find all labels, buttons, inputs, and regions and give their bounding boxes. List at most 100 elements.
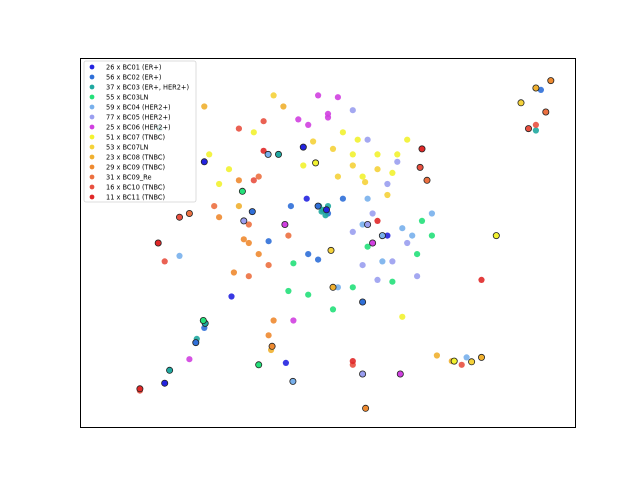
data-point-outlined bbox=[327, 246, 335, 254]
data-point-outlined bbox=[255, 361, 263, 369]
data-point bbox=[384, 191, 391, 199]
data-point bbox=[339, 195, 346, 202]
data-point bbox=[176, 252, 183, 259]
data-point bbox=[334, 284, 341, 291]
data-point-outlined bbox=[517, 99, 525, 107]
data-point bbox=[409, 232, 416, 239]
data-point-outlined bbox=[289, 377, 297, 385]
data-point bbox=[305, 121, 312, 128]
data-point-outlined bbox=[281, 220, 289, 228]
data-point bbox=[329, 145, 337, 152]
legend-label: 11 x BC11 (TNBC) bbox=[106, 193, 165, 201]
data-point bbox=[235, 177, 242, 184]
data-point bbox=[389, 258, 396, 265]
data-point-outlined bbox=[192, 339, 200, 347]
data-point-outlined bbox=[364, 220, 372, 228]
legend-marker bbox=[89, 174, 95, 180]
data-point bbox=[295, 116, 302, 123]
legend-label: 31 x BC09_Re bbox=[106, 173, 152, 181]
data-point bbox=[478, 276, 485, 283]
legend-box bbox=[83, 60, 197, 203]
legend-marker bbox=[89, 184, 95, 190]
data-point bbox=[433, 352, 440, 359]
data-point bbox=[349, 107, 356, 114]
data-point-outlined bbox=[161, 379, 169, 387]
data-point bbox=[414, 251, 421, 258]
legend-label: 77 x BC05 (HER2+) bbox=[106, 113, 171, 121]
data-point-outlined bbox=[396, 370, 404, 378]
data-point bbox=[255, 173, 262, 180]
data-point-outlined bbox=[314, 202, 322, 210]
data-point-outlined bbox=[264, 150, 272, 158]
data-point-outlined bbox=[199, 316, 207, 324]
data-point bbox=[404, 239, 411, 247]
data-point-outlined bbox=[359, 370, 367, 378]
data-point bbox=[428, 210, 435, 217]
data-point bbox=[310, 138, 317, 145]
data-point-outlined bbox=[274, 150, 282, 158]
data-point bbox=[211, 203, 218, 210]
data-point-outlined bbox=[175, 213, 183, 221]
legend-label: 59 x BC04 (HER2+) bbox=[106, 103, 171, 111]
data-point bbox=[245, 239, 252, 247]
data-point-outlined bbox=[423, 176, 431, 184]
data-point bbox=[235, 203, 242, 210]
data-point bbox=[235, 125, 242, 132]
data-point bbox=[384, 232, 391, 239]
data-point-outlined bbox=[268, 342, 276, 350]
data-point bbox=[364, 243, 371, 250]
data-point bbox=[374, 217, 381, 224]
data-point-outlined bbox=[154, 239, 162, 247]
data-point bbox=[349, 284, 356, 291]
data-point-outlined bbox=[492, 232, 500, 240]
data-point bbox=[364, 136, 371, 143]
legend-marker bbox=[89, 64, 95, 70]
data-point bbox=[290, 317, 297, 324]
data-point bbox=[305, 291, 312, 298]
legend-label: 29 x BC09 (TNBC) bbox=[106, 163, 165, 171]
legend-label: 26 x BC01 (ER+) bbox=[106, 63, 161, 71]
legend-marker bbox=[89, 104, 95, 110]
legend-marker bbox=[89, 74, 95, 80]
data-point bbox=[349, 151, 356, 158]
legend-label: 16 x BC10 (TNBC) bbox=[106, 183, 165, 191]
data-point bbox=[230, 269, 237, 276]
data-point-outlined bbox=[450, 357, 458, 365]
data-point-outlined bbox=[329, 283, 337, 291]
data-point-outlined bbox=[166, 366, 174, 374]
legend-marker bbox=[89, 94, 95, 100]
data-point bbox=[240, 236, 247, 243]
data-point bbox=[245, 221, 252, 228]
data-point-outlined bbox=[312, 159, 320, 167]
data-point bbox=[285, 287, 292, 295]
data-point bbox=[305, 251, 312, 258]
legend-label: 56 x BC02 (ER+) bbox=[106, 73, 161, 81]
data-point bbox=[186, 356, 193, 363]
data-point bbox=[334, 94, 341, 101]
data-point bbox=[216, 214, 223, 221]
data-point bbox=[228, 293, 235, 300]
data-point bbox=[282, 359, 289, 366]
data-point bbox=[394, 158, 401, 165]
data-point bbox=[255, 251, 262, 258]
data-point bbox=[364, 195, 371, 202]
data-point bbox=[300, 162, 307, 169]
data-point-outlined bbox=[322, 206, 330, 214]
data-point bbox=[389, 169, 396, 176]
data-point bbox=[532, 127, 540, 134]
data-point bbox=[334, 173, 341, 180]
data-point-outlined bbox=[418, 145, 426, 153]
legend-label: 55 x BC03LN bbox=[106, 93, 149, 101]
legend-label: 51 x BC07 (TNBC) bbox=[106, 133, 165, 141]
legend-marker bbox=[89, 84, 95, 90]
data-point-outlined bbox=[185, 209, 193, 217]
data-point bbox=[339, 129, 346, 136]
data-point bbox=[428, 232, 435, 239]
data-point bbox=[404, 136, 411, 143]
data-point-outlined bbox=[416, 163, 424, 171]
data-point bbox=[329, 306, 337, 313]
data-point-outlined bbox=[378, 232, 386, 240]
data-point bbox=[362, 179, 369, 186]
data-point bbox=[394, 151, 401, 158]
data-point bbox=[374, 151, 381, 158]
